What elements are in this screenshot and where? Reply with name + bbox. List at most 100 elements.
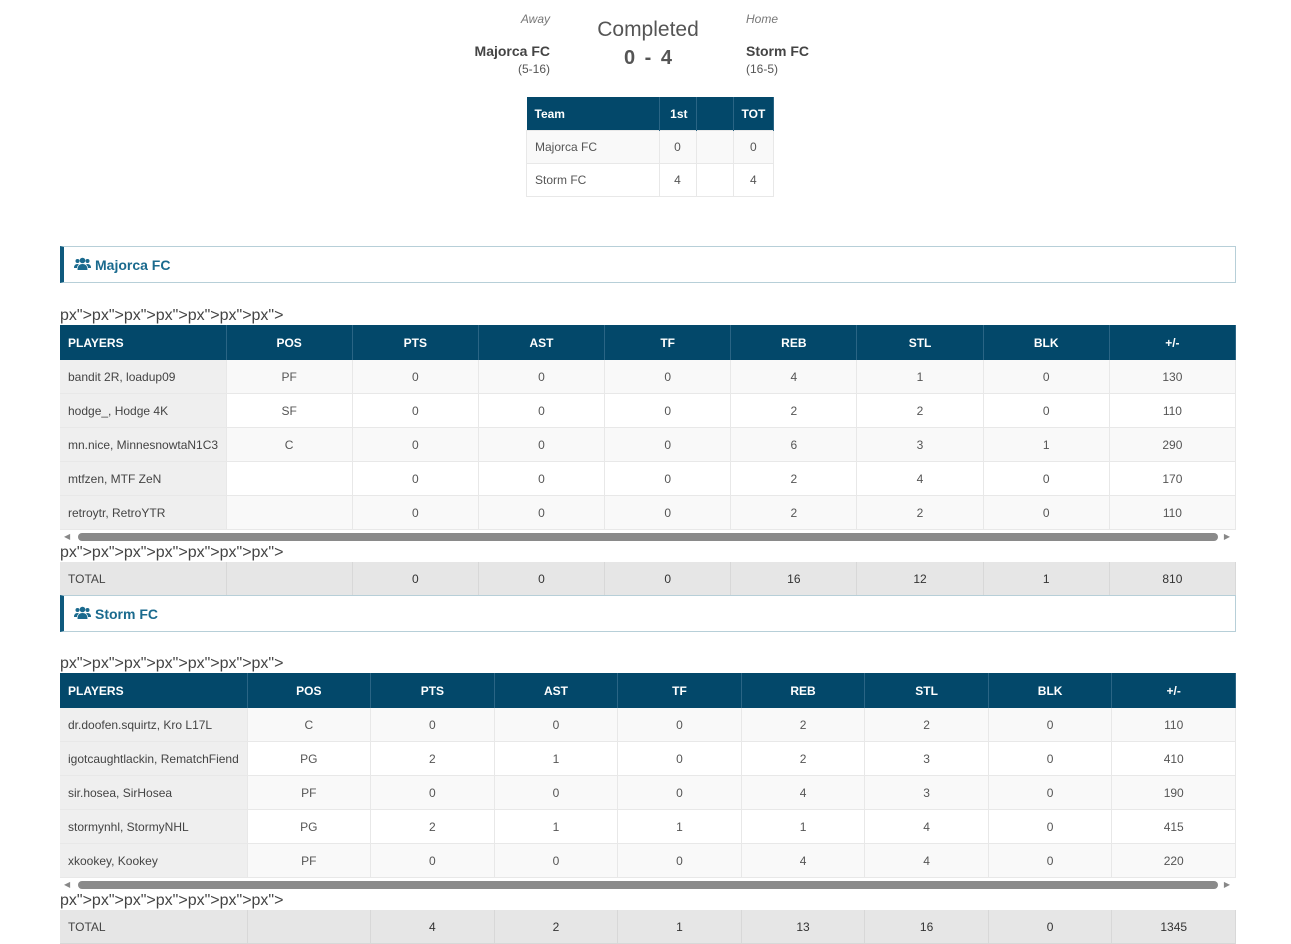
scroll-left-icon[interactable]: ◀ — [64, 880, 71, 889]
stat-cell: 415 — [1111, 809, 1236, 844]
total-cell: 1345 — [1111, 910, 1236, 944]
scrollbar-thumb[interactable] — [78, 881, 1218, 889]
player-name[interactable]: retroytr, RetroYTR — [60, 495, 227, 530]
player-name[interactable]: dr.doofen.squirtz, Kro L17L — [60, 708, 248, 742]
stat-cell: 1 — [494, 809, 619, 844]
player-name[interactable]: stormynhl, StormyNHL — [60, 809, 248, 844]
home-team: Home Storm FC (16-5) — [746, 0, 809, 76]
column-header[interactable]: POS — [247, 673, 372, 708]
col-blank — [696, 97, 734, 131]
player-name[interactable]: igotcaughtlackin, RematchFiend — [60, 741, 248, 776]
stat-cell: 110 — [1109, 393, 1237, 428]
stat-cell: 1 — [741, 809, 866, 844]
stat-cell: 1 — [983, 427, 1110, 462]
stat-cell: 410 — [1111, 741, 1236, 776]
stat-cell: 0 — [494, 708, 619, 742]
total-cell: 4 — [732, 163, 775, 197]
column-header[interactable]: STL — [864, 673, 989, 708]
player-name[interactable]: bandit 2R, loadup09 — [60, 360, 227, 394]
stat-cell: 0 — [604, 427, 732, 462]
stat-cell: 110 — [1111, 708, 1236, 742]
stat-cell: 2 — [856, 393, 984, 428]
stat-cell: 0 — [494, 843, 619, 878]
home-team-name[interactable]: Storm FC — [746, 43, 809, 59]
column-header[interactable]: PLAYERS — [60, 673, 248, 708]
stat-cell: 2 — [730, 393, 858, 428]
away-label: Away — [520, 12, 550, 26]
player-name[interactable]: hodge_, Hodge 4K — [60, 393, 227, 428]
player-row: mn.nice, MinnesnowtaN1C3 C 0 0 0 6 3 1 290 — [60, 427, 1237, 462]
stat-cell: 0 — [478, 461, 606, 496]
total-cell: 16 — [864, 910, 989, 944]
away-team-name[interactable]: Majorca FC — [474, 43, 550, 59]
total-label: TOTAL — [60, 562, 227, 596]
player-row: dr.doofen.squirtz, Kro L17L C 0 0 0 2 2 0 110 — [60, 708, 1236, 742]
stat-cell: 0 — [478, 393, 606, 428]
scrollbar-thumb[interactable] — [78, 533, 1218, 541]
stat-cell: 0 — [983, 360, 1110, 394]
users-icon — [74, 606, 91, 622]
stat-cell: 0 — [478, 427, 606, 462]
column-header[interactable]: STL — [856, 325, 984, 360]
column-header[interactable]: PLAYERS — [60, 325, 227, 360]
final-score: 0 - 4 — [623, 47, 673, 69]
stat-cell: 0 — [983, 461, 1110, 496]
horizontal-scrollbar[interactable]: ◀ ▶ — [60, 878, 1236, 892]
stat-cell: PG — [247, 809, 372, 844]
player-name[interactable]: mtfzen, MTF ZeN — [60, 461, 227, 496]
player-name[interactable]: xkookey, Kookey — [60, 843, 248, 878]
stat-cell: C — [247, 708, 372, 742]
stat-cell: 3 — [856, 427, 984, 462]
stat-cell: 0 — [617, 843, 742, 878]
column-header[interactable]: POS — [226, 325, 353, 360]
column-header[interactable]: AST — [494, 673, 619, 708]
stat-cell: 2 — [370, 741, 495, 776]
team-section-header: Majorca FC — [60, 246, 1236, 283]
stat-cell: 2 — [741, 741, 866, 776]
stat-cell: 3 — [864, 741, 989, 776]
player-name[interactable]: mn.nice, MinnesnowtaN1C3 — [60, 427, 227, 462]
column-header[interactable]: +/- — [1111, 673, 1236, 708]
total-cell: 2 — [494, 910, 619, 944]
away-team: Away Majorca FC (5-16) — [475, 0, 550, 76]
stat-cell: 0 — [370, 775, 495, 810]
stat-cell: PF — [226, 360, 353, 394]
col-1st: 1st — [659, 97, 697, 131]
stat-cell: 0 — [478, 495, 606, 530]
column-header[interactable]: TF — [617, 673, 742, 708]
totals-table: TOTAL 4 2 1 13 16 0 1345 — [60, 910, 1236, 944]
column-header[interactable]: +/- — [1109, 325, 1237, 360]
column-header[interactable]: TF — [604, 325, 732, 360]
player-name[interactable]: sir.hosea, SirHosea — [60, 775, 248, 810]
stat-cell: 4 — [864, 809, 989, 844]
scroll-right-icon[interactable]: ▶ — [1223, 880, 1230, 889]
stat-cell: 2 — [741, 708, 866, 742]
horizontal-scrollbar[interactable]: ◀ ▶ — [60, 530, 1236, 544]
column-header[interactable]: REB — [741, 673, 866, 708]
stat-cell: 290 — [1109, 427, 1237, 462]
column-header[interactable]: BLK — [988, 673, 1113, 708]
col-team: Team — [526, 97, 660, 131]
stat-cell: 0 — [988, 809, 1113, 844]
column-header[interactable]: PTS — [370, 673, 495, 708]
stat-cell: 3 — [864, 775, 989, 810]
stat-cell: 0 — [988, 741, 1113, 776]
column-header[interactable]: REB — [730, 325, 858, 360]
column-header[interactable]: BLK — [983, 325, 1110, 360]
column-header[interactable]: AST — [478, 325, 606, 360]
scroll-left-icon[interactable]: ◀ — [64, 532, 71, 541]
boxscore-table-wrap: px">px">px">px">px">px">px"> PLAYERS POS PT… — [60, 655, 1236, 944]
stat-cell: 4 — [864, 843, 989, 878]
team-section-header: Storm FC — [60, 595, 1236, 632]
scroll-right-icon[interactable]: ▶ — [1223, 532, 1230, 541]
stat-cell: 2 — [730, 461, 858, 496]
stat-cell: 0 — [988, 775, 1113, 810]
users-icon — [74, 257, 91, 273]
total-cell: 0 — [478, 562, 606, 596]
stat-cell: 2 — [370, 809, 495, 844]
column-header[interactable]: PTS — [352, 325, 479, 360]
boxscore-table-wrap: px">px">px">px">px">px">px"> PLAYERS POS PT… — [60, 307, 1237, 596]
stat-cell: 190 — [1111, 775, 1236, 810]
player-row: stormynhl, StormyNHL PG 2 1 1 1 4 0 415 — [60, 809, 1236, 844]
stat-cell: PG — [247, 741, 372, 776]
